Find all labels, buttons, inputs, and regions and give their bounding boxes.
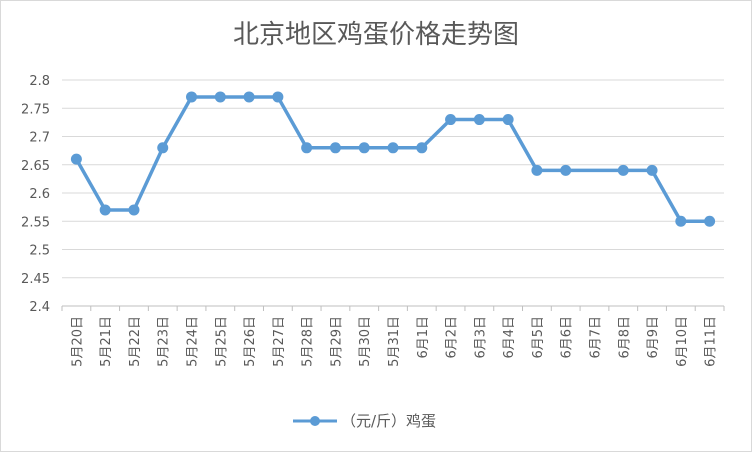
y-tick-label: 2.8 [29,74,50,89]
x-tick-label: 6月2日 [445,316,460,359]
series-line [74,95,710,223]
x-tick-label: 5月25日 [214,316,229,367]
x-tick-label: 5月24日 [186,316,201,367]
data-point [157,142,169,154]
x-tick-label: 6月3日 [473,316,488,359]
data-point [502,114,514,126]
legend-label: （元/斤）鸡蛋 [341,412,436,430]
data-point [675,215,687,227]
x-tick-label: 6月11日 [704,316,719,367]
legend: （元/斤）鸡蛋 [293,412,436,430]
x-tick-label: 6月4日 [502,316,517,359]
y-axis-tick-labels: 2.4 2.45 2.5 2.55 2.6 2.65 2.7 2.75 2.8 [21,74,50,315]
data-point [445,114,457,126]
data-point [186,91,198,103]
data-point [416,142,428,154]
y-tick-label: 2.55 [21,215,50,230]
data-point [704,215,716,227]
data-point [473,114,485,126]
x-tick-label: 5月20日 [70,316,85,367]
y-tick-label: 2.5 [29,244,50,259]
x-tick-label: 5月27日 [272,316,287,367]
y-tick-label: 2.45 [21,272,50,287]
y-tick-label: 2.75 [21,102,50,117]
data-point [329,142,341,154]
data-point [617,164,629,176]
x-axis-ticks [61,306,725,311]
x-tick-label: 6月7日 [588,316,603,359]
series-line-group [70,91,716,227]
x-tick-label: 5月31日 [387,316,402,367]
data-point [272,91,284,103]
chart-title: 北京地区鸡蛋价格走势图 [232,20,519,50]
x-tick-label: 6月1日 [416,316,431,359]
x-tick-label: 5月22日 [128,316,143,367]
x-tick-label: 6月5日 [531,316,546,359]
data-point [358,142,370,154]
gridlines [62,79,724,307]
x-tick-label: 6月9日 [646,316,661,359]
y-tick-label: 2.7 [29,131,50,146]
x-tick-label: 6月10日 [675,316,690,367]
y-tick-label: 2.65 [21,159,50,174]
data-point [646,164,658,176]
data-point [214,91,226,103]
data-point [70,153,82,165]
x-tick-label: 6月6日 [560,316,575,359]
y-tick-label: 2.6 [29,187,50,202]
x-tick-label: 5月21日 [99,316,114,367]
data-point [128,204,140,216]
x-axis-tick-labels: 5月20日 5月21日 5月22日 5月23日 5月24日 5月25日 5月26日 5月27日… [70,316,718,367]
data-point [301,142,313,154]
x-tick-label: 5月28日 [301,316,316,367]
y-tick-label: 2.4 [29,300,50,315]
x-tick-label: 5月26日 [243,316,258,367]
x-tick-label: 5月30日 [358,316,373,367]
data-point [99,204,111,216]
data-point [560,164,572,176]
x-tick-label: 6月8日 [617,316,632,359]
data-point [531,164,543,176]
data-point [387,142,399,154]
x-tick-label: 5月23日 [157,316,172,367]
legend-marker-icon [310,416,320,426]
x-tick-label: 5月29日 [329,316,344,367]
data-point [243,91,255,103]
